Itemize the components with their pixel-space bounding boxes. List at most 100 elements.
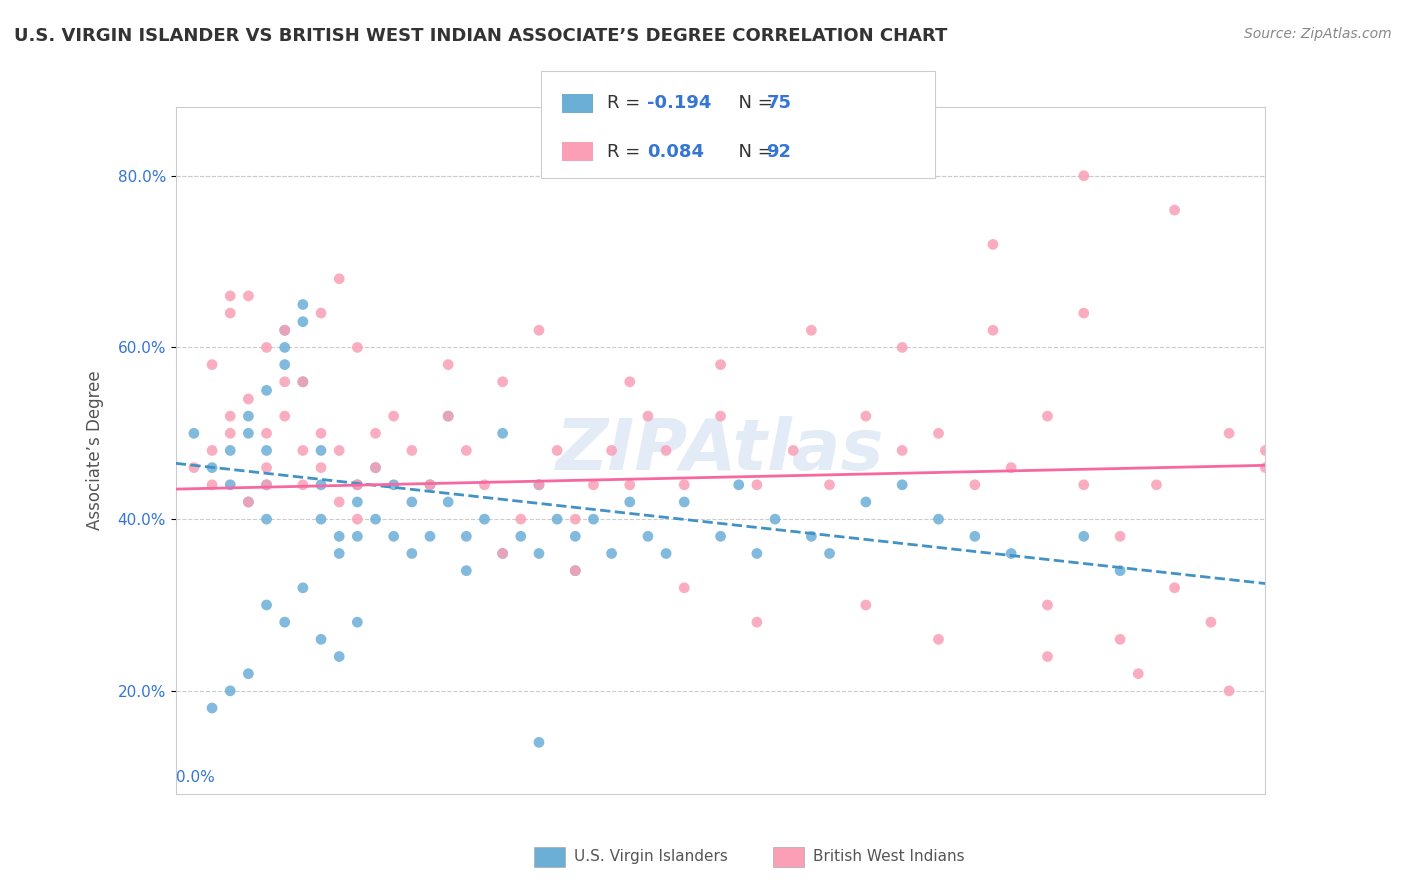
Point — [309, 306, 332, 320]
Point — [619, 478, 641, 492]
Point — [201, 358, 224, 372]
Point — [274, 340, 297, 354]
Text: British West Indians: British West Indians — [813, 849, 965, 863]
Point — [928, 426, 950, 441]
Point — [1073, 478, 1095, 492]
Point — [1163, 581, 1185, 595]
Point — [219, 443, 242, 458]
Text: ZIPAtlas: ZIPAtlas — [557, 416, 884, 485]
Point — [364, 460, 387, 475]
Text: R =: R = — [607, 95, 647, 112]
Point — [745, 615, 768, 630]
Point — [655, 546, 678, 561]
Point — [238, 426, 260, 441]
Point — [274, 323, 297, 337]
Point — [346, 529, 368, 543]
Text: -0.194: -0.194 — [647, 95, 711, 112]
Point — [963, 529, 986, 543]
Point — [291, 478, 314, 492]
Point — [1291, 237, 1313, 252]
Point — [219, 478, 242, 492]
Point — [546, 443, 568, 458]
Point — [710, 358, 733, 372]
Point — [637, 529, 659, 543]
Text: U.S. VIRGIN ISLANDER VS BRITISH WEST INDIAN ASSOCIATE’S DEGREE CORRELATION CHART: U.S. VIRGIN ISLANDER VS BRITISH WEST IND… — [14, 27, 948, 45]
Point — [891, 478, 914, 492]
Point — [346, 340, 368, 354]
Point — [855, 409, 877, 424]
Point — [619, 495, 641, 509]
Point — [855, 598, 877, 612]
Point — [492, 375, 515, 389]
Point — [291, 297, 314, 311]
Point — [274, 358, 297, 372]
Point — [619, 375, 641, 389]
Point — [527, 323, 550, 337]
Point — [401, 495, 423, 509]
Point — [183, 426, 205, 441]
Point — [456, 564, 478, 578]
Point — [1218, 683, 1240, 698]
Text: 0.0%: 0.0% — [176, 770, 215, 785]
Point — [509, 512, 531, 526]
Point — [201, 478, 224, 492]
Point — [256, 426, 278, 441]
Point — [509, 529, 531, 543]
Point — [346, 478, 368, 492]
Point — [346, 615, 368, 630]
Point — [238, 289, 260, 303]
Point — [1109, 564, 1132, 578]
Point — [201, 701, 224, 715]
Point — [256, 598, 278, 612]
Point — [256, 460, 278, 475]
Point — [291, 315, 314, 329]
Point — [582, 478, 605, 492]
Text: 92: 92 — [766, 143, 792, 161]
Point — [637, 409, 659, 424]
Point — [818, 478, 841, 492]
Point — [401, 546, 423, 561]
Point — [673, 478, 696, 492]
Point — [437, 495, 460, 509]
Point — [238, 409, 260, 424]
Point — [291, 375, 314, 389]
Point — [818, 546, 841, 561]
Point — [309, 426, 332, 441]
Point — [981, 323, 1004, 337]
Point — [1128, 666, 1150, 681]
Point — [1073, 306, 1095, 320]
Point — [1254, 460, 1277, 475]
Point — [582, 512, 605, 526]
Y-axis label: Associate’s Degree: Associate’s Degree — [86, 371, 104, 530]
Point — [673, 581, 696, 595]
Point — [1218, 426, 1240, 441]
Text: U.S. Virgin Islanders: U.S. Virgin Islanders — [574, 849, 727, 863]
Point — [1036, 409, 1059, 424]
Point — [256, 384, 278, 398]
Point — [437, 409, 460, 424]
Point — [600, 546, 623, 561]
Point — [456, 529, 478, 543]
Point — [328, 271, 350, 285]
Point — [201, 443, 224, 458]
Point — [219, 306, 242, 320]
Point — [564, 512, 586, 526]
Point — [564, 529, 586, 543]
Point — [364, 426, 387, 441]
Point — [727, 478, 749, 492]
Point — [274, 409, 297, 424]
Point — [527, 478, 550, 492]
Point — [800, 529, 823, 543]
Point — [364, 512, 387, 526]
Point — [763, 512, 786, 526]
Point — [364, 460, 387, 475]
Text: N =: N = — [727, 95, 779, 112]
Point — [492, 546, 515, 561]
Point — [655, 443, 678, 458]
Point — [401, 443, 423, 458]
Point — [527, 478, 550, 492]
Point — [673, 495, 696, 509]
Point — [328, 443, 350, 458]
Point — [1327, 220, 1350, 235]
Point — [1000, 460, 1022, 475]
